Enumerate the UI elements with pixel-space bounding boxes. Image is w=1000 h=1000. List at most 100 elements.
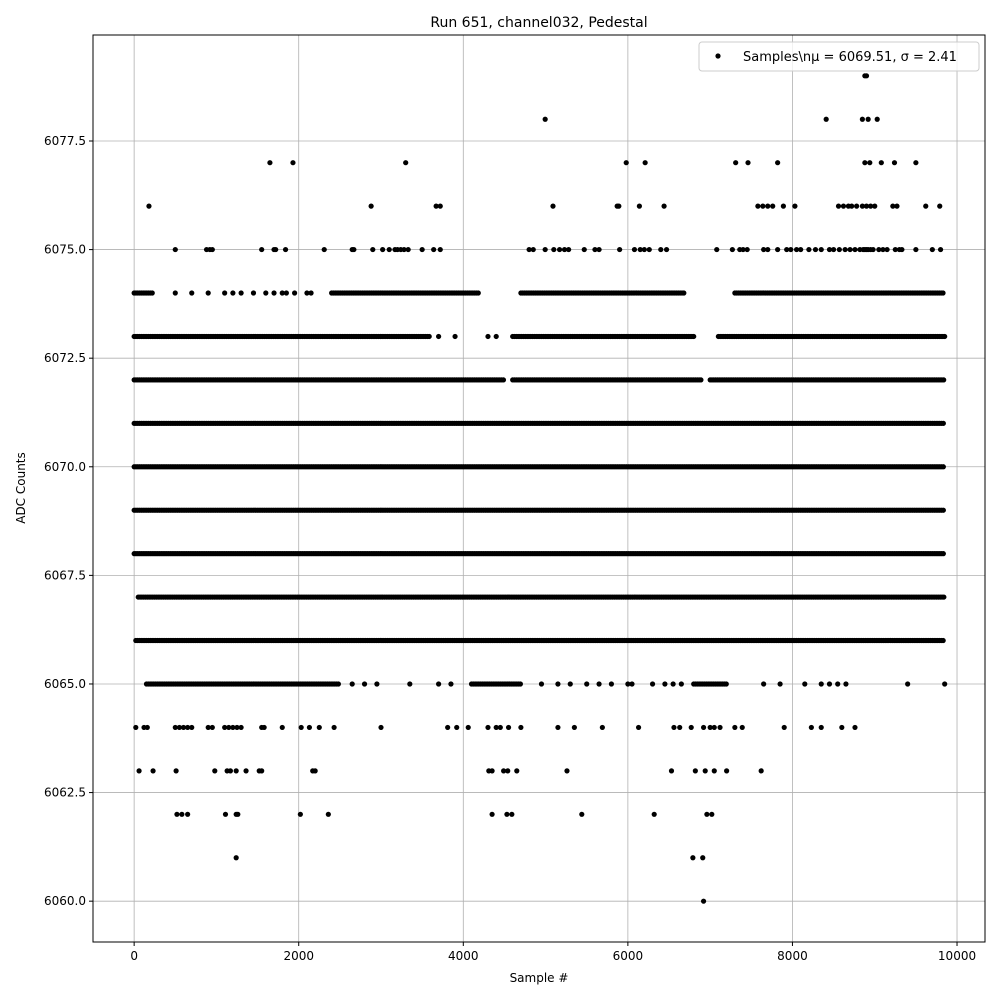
data-point <box>133 724 139 731</box>
data-point <box>493 333 499 340</box>
data-point <box>596 681 602 687</box>
data-point <box>836 246 842 253</box>
data-point <box>173 768 179 774</box>
data-point <box>144 724 150 731</box>
data-point <box>863 73 870 79</box>
data-point <box>608 681 615 687</box>
data-point <box>793 246 800 253</box>
data-point <box>870 246 876 253</box>
data-points <box>131 73 948 904</box>
data-point <box>179 811 185 817</box>
data-point <box>761 246 767 253</box>
data-point <box>433 203 439 209</box>
data-point <box>808 724 814 731</box>
data-point <box>380 246 386 253</box>
data-point <box>500 377 507 383</box>
data-point <box>775 160 781 166</box>
data-point <box>489 768 495 774</box>
data-point <box>437 203 443 209</box>
data-point <box>189 290 195 296</box>
data-point <box>419 246 425 253</box>
data-point <box>874 116 880 122</box>
data-point <box>146 203 152 209</box>
data-point <box>765 246 771 253</box>
data-point <box>781 724 787 731</box>
data-point <box>929 246 935 253</box>
data-point <box>818 246 824 253</box>
data-point <box>798 246 804 253</box>
data-point <box>238 290 244 296</box>
data-point <box>812 246 819 253</box>
data-point <box>681 290 687 296</box>
data-point <box>732 724 738 731</box>
data-point <box>567 681 573 687</box>
data-point <box>136 768 142 774</box>
data-point <box>745 160 751 166</box>
data-point <box>876 246 882 253</box>
data-point <box>641 246 647 253</box>
data-point <box>635 724 642 731</box>
data-point <box>940 637 946 644</box>
data-point <box>561 246 568 253</box>
data-point <box>872 203 878 209</box>
data-point <box>233 855 239 861</box>
data-point <box>899 246 905 253</box>
data-point <box>852 724 858 731</box>
data-point <box>923 203 929 209</box>
data-point <box>465 724 471 731</box>
y-axis-label: ADC Counts <box>14 452 28 524</box>
data-point <box>230 290 236 296</box>
data-point <box>505 768 511 774</box>
data-point <box>403 160 409 166</box>
data-point <box>792 203 798 209</box>
y-tick-label: 6077.5 <box>44 134 86 148</box>
data-point <box>714 246 720 253</box>
data-point <box>878 160 884 166</box>
data-point <box>316 724 322 731</box>
data-point <box>514 768 520 774</box>
data-point <box>149 290 155 296</box>
data-point <box>891 160 898 166</box>
x-tick-label: 2000 <box>283 949 314 963</box>
legend-marker <box>715 53 721 59</box>
data-point <box>711 724 717 731</box>
data-point <box>386 246 392 253</box>
data-point <box>765 203 771 209</box>
data-point <box>839 724 845 731</box>
data-point <box>678 681 684 687</box>
data-point <box>551 246 557 253</box>
data-point <box>222 290 228 296</box>
data-point <box>862 160 868 166</box>
data-point <box>940 420 946 426</box>
data-point <box>826 681 833 687</box>
x-tick-label: 4000 <box>448 949 479 963</box>
data-point <box>700 724 707 731</box>
x-axis-label: Sample # <box>510 971 569 985</box>
data-point <box>859 116 865 122</box>
data-point <box>584 681 590 687</box>
x-tick-label: 10000 <box>938 949 976 963</box>
data-point <box>940 464 946 470</box>
data-point <box>733 160 739 166</box>
data-point <box>709 811 715 817</box>
data-point <box>700 898 707 904</box>
data-point <box>702 768 708 774</box>
data-point <box>806 246 812 253</box>
data-point <box>755 203 761 209</box>
data-point <box>826 246 833 253</box>
data-point <box>361 681 368 687</box>
data-point <box>863 203 870 209</box>
data-point <box>671 724 677 731</box>
data-point <box>724 768 730 774</box>
data-point <box>542 116 548 122</box>
data-point <box>692 768 698 774</box>
data-point <box>325 811 331 817</box>
data-point <box>642 160 648 166</box>
data-point <box>222 811 229 817</box>
data-point <box>542 246 548 253</box>
data-point <box>172 246 178 253</box>
y-tick-label: 6060.0 <box>44 894 86 908</box>
data-point <box>823 116 829 122</box>
data-point <box>677 724 683 731</box>
